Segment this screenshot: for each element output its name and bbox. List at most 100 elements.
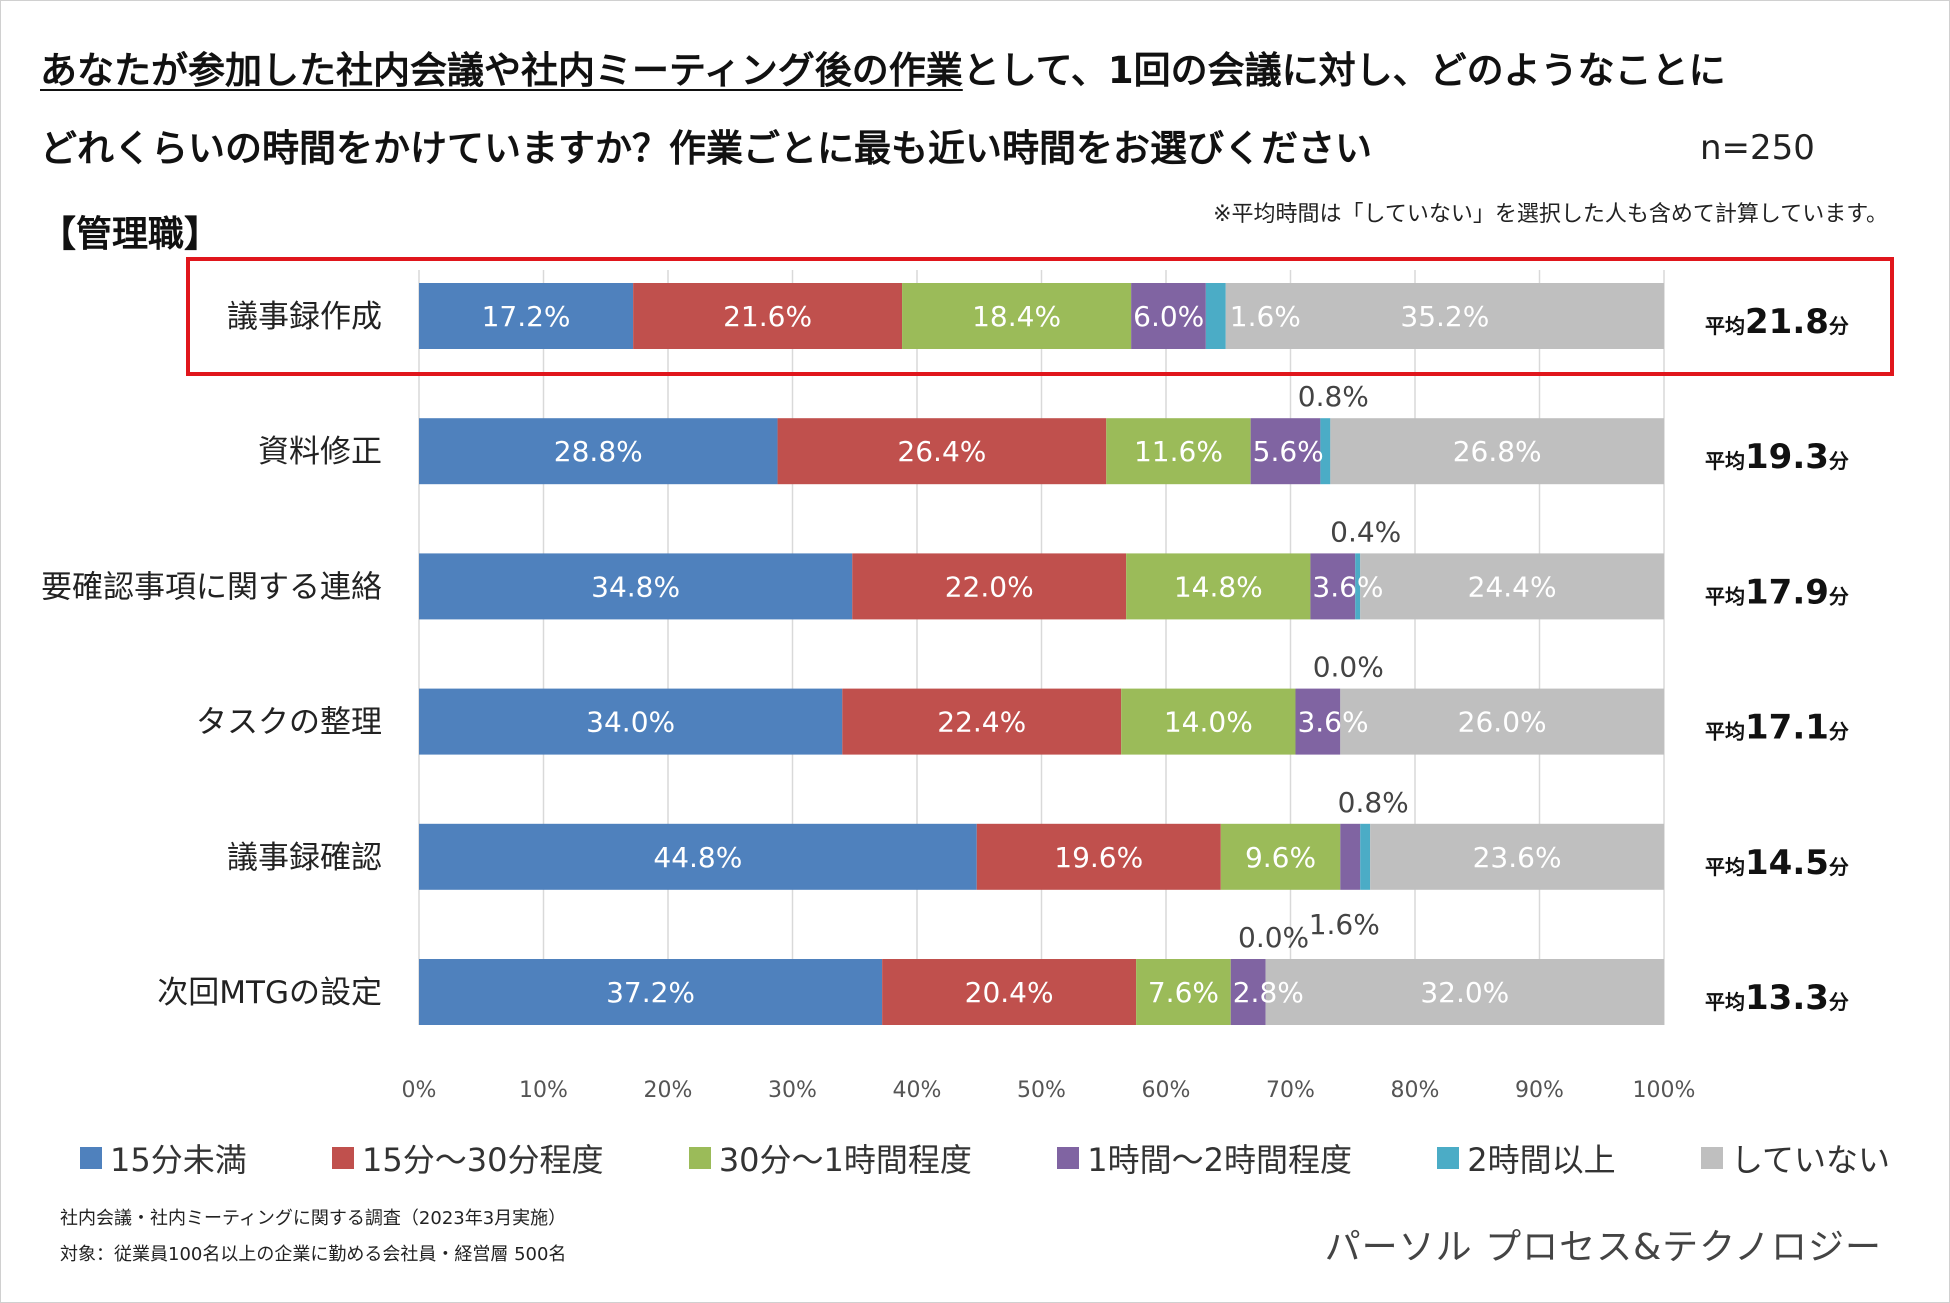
legend-label: 15分～30分程度 <box>362 1141 604 1179</box>
legend-swatch <box>1057 1147 1080 1169</box>
average-label: 平均13.3分 <box>1705 978 1849 1018</box>
data-label: 23.6% <box>1473 841 1562 874</box>
legend-item: 30分～1時間程度 <box>688 1135 972 1181</box>
chart-title-rest: として、1回の会議に対し、どのようなことに <box>962 49 1726 92</box>
data-label: 44.8% <box>653 841 742 874</box>
data-label: 20.4% <box>965 976 1054 1009</box>
x-tick-label: 90% <box>1515 1078 1564 1103</box>
bar-segment <box>633 283 903 349</box>
bar-segment <box>1136 959 1231 1025</box>
x-tick-label: 30% <box>768 1078 817 1103</box>
data-label: 32.0% <box>1420 976 1509 1009</box>
data-label: 19.6% <box>1054 841 1143 874</box>
data-label: 17.2% <box>482 300 571 333</box>
data-label: 18.4% <box>972 300 1061 333</box>
bar-segment <box>882 959 1137 1025</box>
legend-item: 15分未満 <box>80 1135 247 1181</box>
data-label: 35.2% <box>1400 300 1489 333</box>
category-label: 要確認事項に関する連絡 <box>41 569 382 605</box>
data-label: 2.8% <box>1233 976 1304 1009</box>
average-label: 平均14.5分 <box>1705 843 1849 883</box>
legend-item: 1時間～2時間程度 <box>1057 1135 1352 1181</box>
stacked-bar-chart: 0% 10% 20% 30% 40% 50% 60% 70% 80% 90% 100% 議事録作成 17… <box>41 257 1894 1103</box>
data-label: 0.4% <box>1330 515 1401 548</box>
bar-segment <box>1225 283 1664 349</box>
bar-segment <box>1340 823 1361 890</box>
category-label: タスクの整理 <box>196 705 382 741</box>
target-note: 対象：従業員100名以上の企業に勤める会社員・経営層 500名 <box>60 1244 567 1265</box>
data-label: 26.4% <box>897 435 986 468</box>
data-label: 11.6% <box>1134 435 1223 468</box>
bar-segment <box>419 823 977 890</box>
bar-segment <box>1330 418 1664 485</box>
x-tick-label: 50% <box>1017 1078 1066 1103</box>
bar-segment <box>1320 418 1331 485</box>
bar-segment <box>1121 688 1296 755</box>
data-label: 0.8% <box>1298 380 1369 413</box>
data-label: 34.0% <box>586 706 675 739</box>
data-label: 28.8% <box>554 435 643 468</box>
legend-swatch <box>332 1147 355 1169</box>
data-label: 1.6% <box>1309 908 1380 941</box>
legend-label: 1時間～2時間程度 <box>1087 1141 1352 1179</box>
legend-label: していない <box>1730 1141 1890 1179</box>
bar-segment <box>777 418 1107 485</box>
chart-title-line2: どれくらいの時間をかけていますか？作業ごとに最も近い時間をお選びください <box>40 127 1372 170</box>
data-label: 9.6% <box>1245 841 1316 874</box>
bar-segment <box>1126 553 1311 620</box>
data-label: 22.4% <box>937 706 1026 739</box>
data-label: 1.6% <box>1230 300 1301 333</box>
bar-segment <box>1360 553 1664 620</box>
data-label: 14.8% <box>1174 570 1263 603</box>
chart-title-underlined: あなたが参加した社内会議や社内ミーティング後の作業 <box>40 49 963 92</box>
data-label: 21.6% <box>723 300 812 333</box>
segment-label: 【管理職】 <box>40 214 221 255</box>
data-label: 3.6% <box>1312 570 1383 603</box>
bar-segment <box>1106 418 1251 485</box>
legend-swatch <box>1700 1147 1723 1169</box>
bar-segment <box>1131 283 1206 349</box>
source-note: 社内会議・社内ミーティングに関する調査（2023年3月実施） <box>60 1208 567 1229</box>
x-tick-label: 40% <box>893 1078 942 1103</box>
legend-item: していない <box>1700 1135 1890 1181</box>
bar-segment <box>1230 959 1266 1025</box>
bar-segment <box>1295 688 1341 755</box>
average-label: 平均17.9分 <box>1705 572 1849 612</box>
category-label: 次回MTGの設定 <box>157 975 382 1011</box>
chart-legend: 15分未満 15分～30分程度 30分～1時間程度 1時間～2時間程度 2時間以上 してい… <box>80 1133 1890 1183</box>
bar-segment <box>1250 418 1321 485</box>
highlight-box <box>186 257 1894 376</box>
bar-segment <box>1205 283 1226 349</box>
bar-segment <box>419 553 853 620</box>
bar-segment <box>419 283 634 349</box>
bar-segment <box>976 823 1221 890</box>
legend-item: 2時間以上 <box>1437 1135 1616 1181</box>
data-label: 6.0% <box>1133 300 1204 333</box>
data-label: 37.2% <box>606 976 695 1009</box>
bar-segment <box>1340 688 1664 755</box>
legend-item: 15分～30分程度 <box>332 1135 604 1181</box>
sample-size-label: n=250 <box>1700 128 1815 168</box>
bar-segment <box>1355 553 1361 620</box>
brand-logo-text: パーソル プロセス&テクノロジー <box>1324 1227 1882 1268</box>
x-tick-label: 60% <box>1142 1078 1191 1103</box>
legend-label: 2時間以上 <box>1467 1141 1616 1179</box>
bar-segment <box>1310 553 1356 620</box>
data-label: 5.6% <box>1253 435 1324 468</box>
data-label: 3.6% <box>1297 706 1368 739</box>
average-note: ※平均時間は「していない」を選択した人も含めて計算しています。 <box>1213 202 1888 227</box>
data-label: 26.0% <box>1458 706 1547 739</box>
bar-segment <box>1265 959 1664 1025</box>
bar-segment <box>902 283 1132 349</box>
data-label: 26.8% <box>1453 435 1542 468</box>
data-label: 0.0% <box>1313 651 1384 684</box>
average-label: 平均17.1分 <box>1705 708 1849 748</box>
category-label: 議事録作成 <box>227 299 382 335</box>
legend-swatch <box>688 1147 711 1169</box>
x-tick-label: 70% <box>1266 1078 1315 1103</box>
x-tick-label: 80% <box>1391 1078 1440 1103</box>
bar-segment <box>852 553 1127 620</box>
category-label: 議事録確認 <box>227 840 382 876</box>
x-tick-label: 0% <box>402 1078 437 1103</box>
bar-segment <box>419 959 883 1025</box>
